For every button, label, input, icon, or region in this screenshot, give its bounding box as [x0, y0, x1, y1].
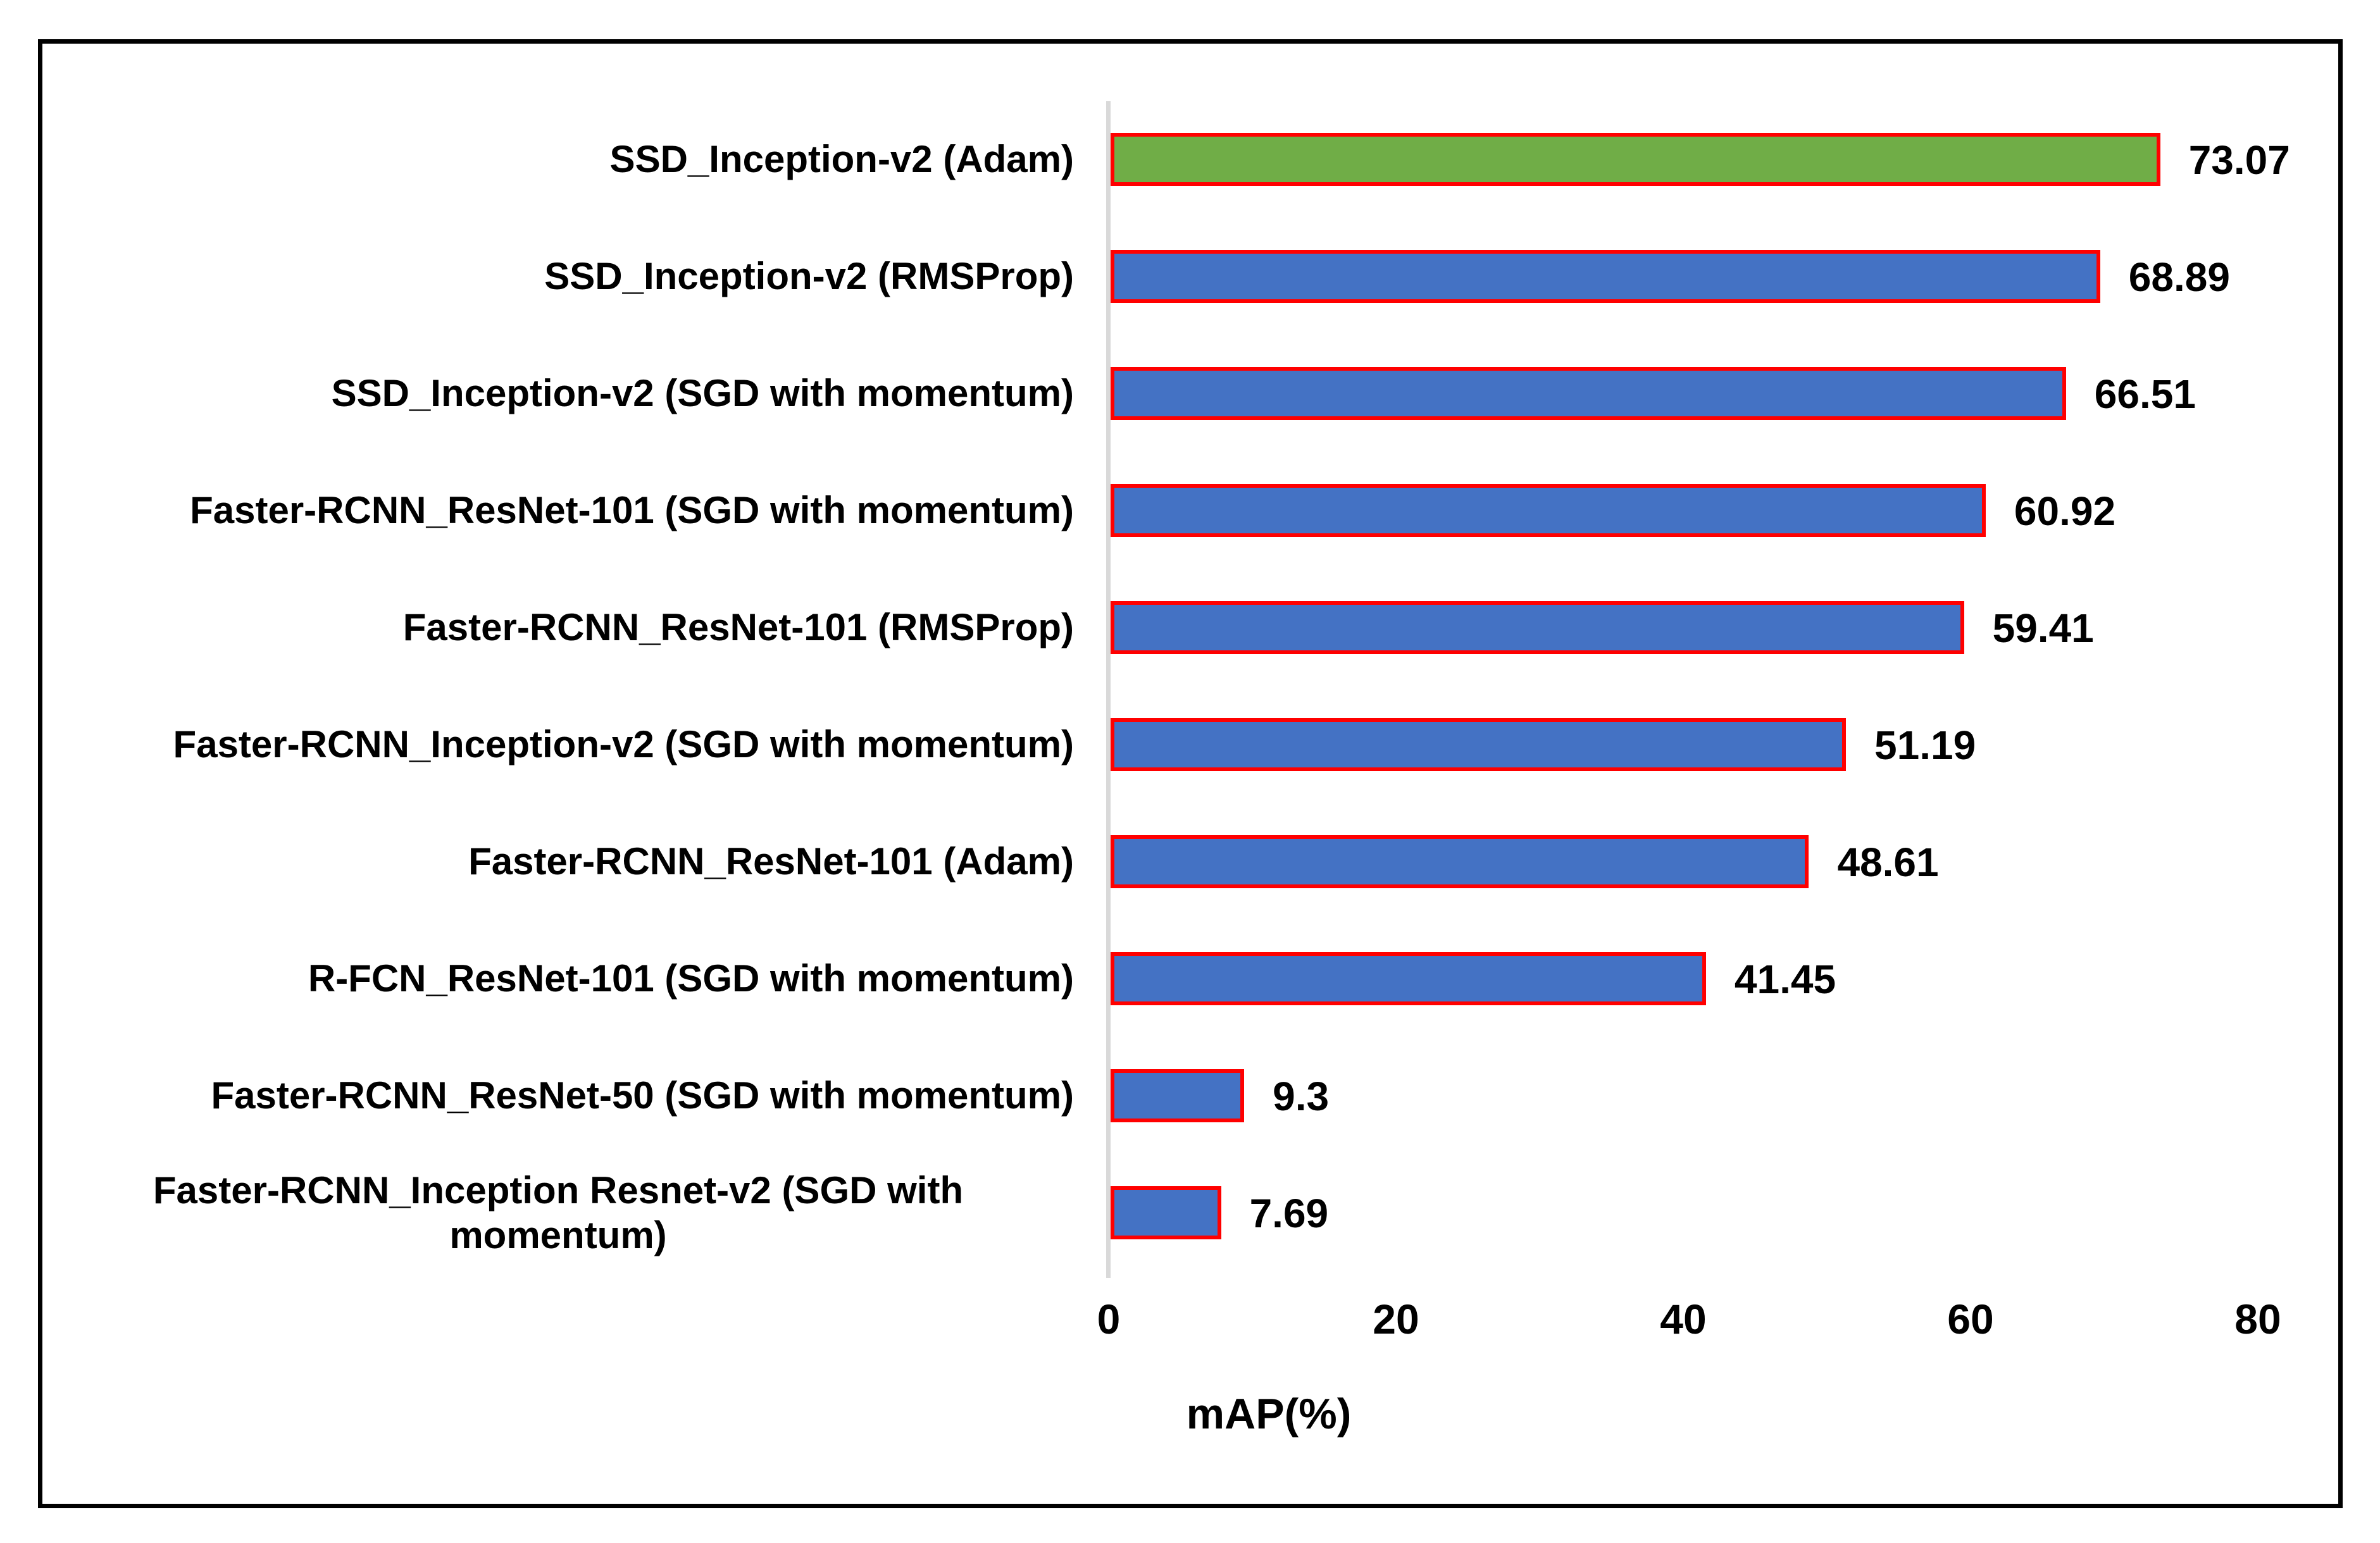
bar-series [1111, 718, 1846, 771]
bar-series [1111, 1186, 1221, 1239]
chart-row: SSD_Inception-v2 (RMSProp) 68.89 [42, 218, 2338, 335]
x-axis-ticks: 0 20 40 60 80 [42, 1278, 2338, 1360]
value-label: 7.69 [1249, 1190, 1329, 1236]
chart-row: Faster-RCNN_Inception Resnet-v2 (SGD wit… [42, 1155, 2338, 1272]
x-axis-title: mAP(%) [1186, 1390, 1352, 1438]
bar-series [1111, 1069, 1245, 1122]
value-label: 41.45 [1734, 956, 1836, 1002]
chart-row: Faster-RCNN_Inception-v2 (SGD with momen… [42, 686, 2338, 803]
category-label: SSD_Inception-v2 (RMSProp) [544, 255, 1074, 298]
category-label: Faster-RCNN_ResNet-101 (RMSProp) [402, 606, 1074, 649]
bar-series [1111, 250, 2100, 303]
value-label: 51.19 [1874, 722, 1976, 768]
value-label: 68.89 [2128, 254, 2230, 300]
value-label: 73.07 [2188, 137, 2290, 183]
category-label: SSD_Inception-v2 (SGD with momentum) [331, 372, 1074, 415]
chart-row: SSD_Inception-v2 (Adam) 73.07 [42, 101, 2338, 218]
x-tick-label: 80 [2234, 1296, 2281, 1342]
bar-highlight [1111, 133, 2160, 186]
category-label: R-FCN_ResNet-101 (SGD with momentum) [308, 957, 1074, 1000]
category-label: Faster-RCNN_Inception-v2 (SGD with momen… [173, 723, 1074, 766]
category-label: SSD_Inception-v2 (Adam) [609, 138, 1074, 181]
x-tick-label: 40 [1660, 1296, 1707, 1342]
bar-series [1111, 952, 1706, 1005]
value-label: 60.92 [2014, 488, 2116, 534]
x-tick-label: 60 [1947, 1296, 1994, 1342]
category-label: Faster-RCNN_ResNet-101 (SGD with momentu… [190, 489, 1074, 532]
x-tick-label: 20 [1373, 1296, 1419, 1342]
bar-series [1111, 601, 1964, 654]
bar-series [1111, 367, 2066, 420]
chart-row: R-FCN_ResNet-101 (SGD with momentum) 41.4… [42, 920, 2338, 1038]
value-label: 66.51 [2094, 371, 2196, 417]
chart-row: Faster-RCNN_ResNet-101 (RMSProp) 59.41 [42, 569, 2338, 686]
value-label: 9.3 [1273, 1073, 1330, 1119]
bar-series [1111, 835, 1809, 888]
chart-row: Faster-RCNN_ResNet-101 (Adam) 48.61 [42, 803, 2338, 920]
value-label: 48.61 [1837, 839, 1939, 885]
category-label: Faster-RCNN_ResNet-101 (Adam) [468, 840, 1074, 883]
plot-area: SSD_Inception-v2 (Adam) 73.07 SSD_Inceptio… [42, 101, 2338, 1272]
category-label: Faster-RCNN_Inception Resnet-v2 (SGD wit… [153, 1168, 964, 1256]
category-label: Faster-RCNN_ResNet-50 (SGD with momentum… [211, 1074, 1074, 1117]
chart-row: Faster-RCNN_ResNet-50 (SGD with momentum… [42, 1038, 2338, 1155]
value-label: 59.41 [1992, 605, 2094, 651]
chart-row: Faster-RCNN_ResNet-101 (SGD with momentu… [42, 452, 2338, 569]
chart-row: SSD_Inception-v2 (SGD with momentum) 66.5… [42, 335, 2338, 452]
x-tick-label: 0 [1097, 1296, 1121, 1342]
bar-series [1111, 484, 1986, 537]
category-axis-line [1106, 101, 1111, 1278]
